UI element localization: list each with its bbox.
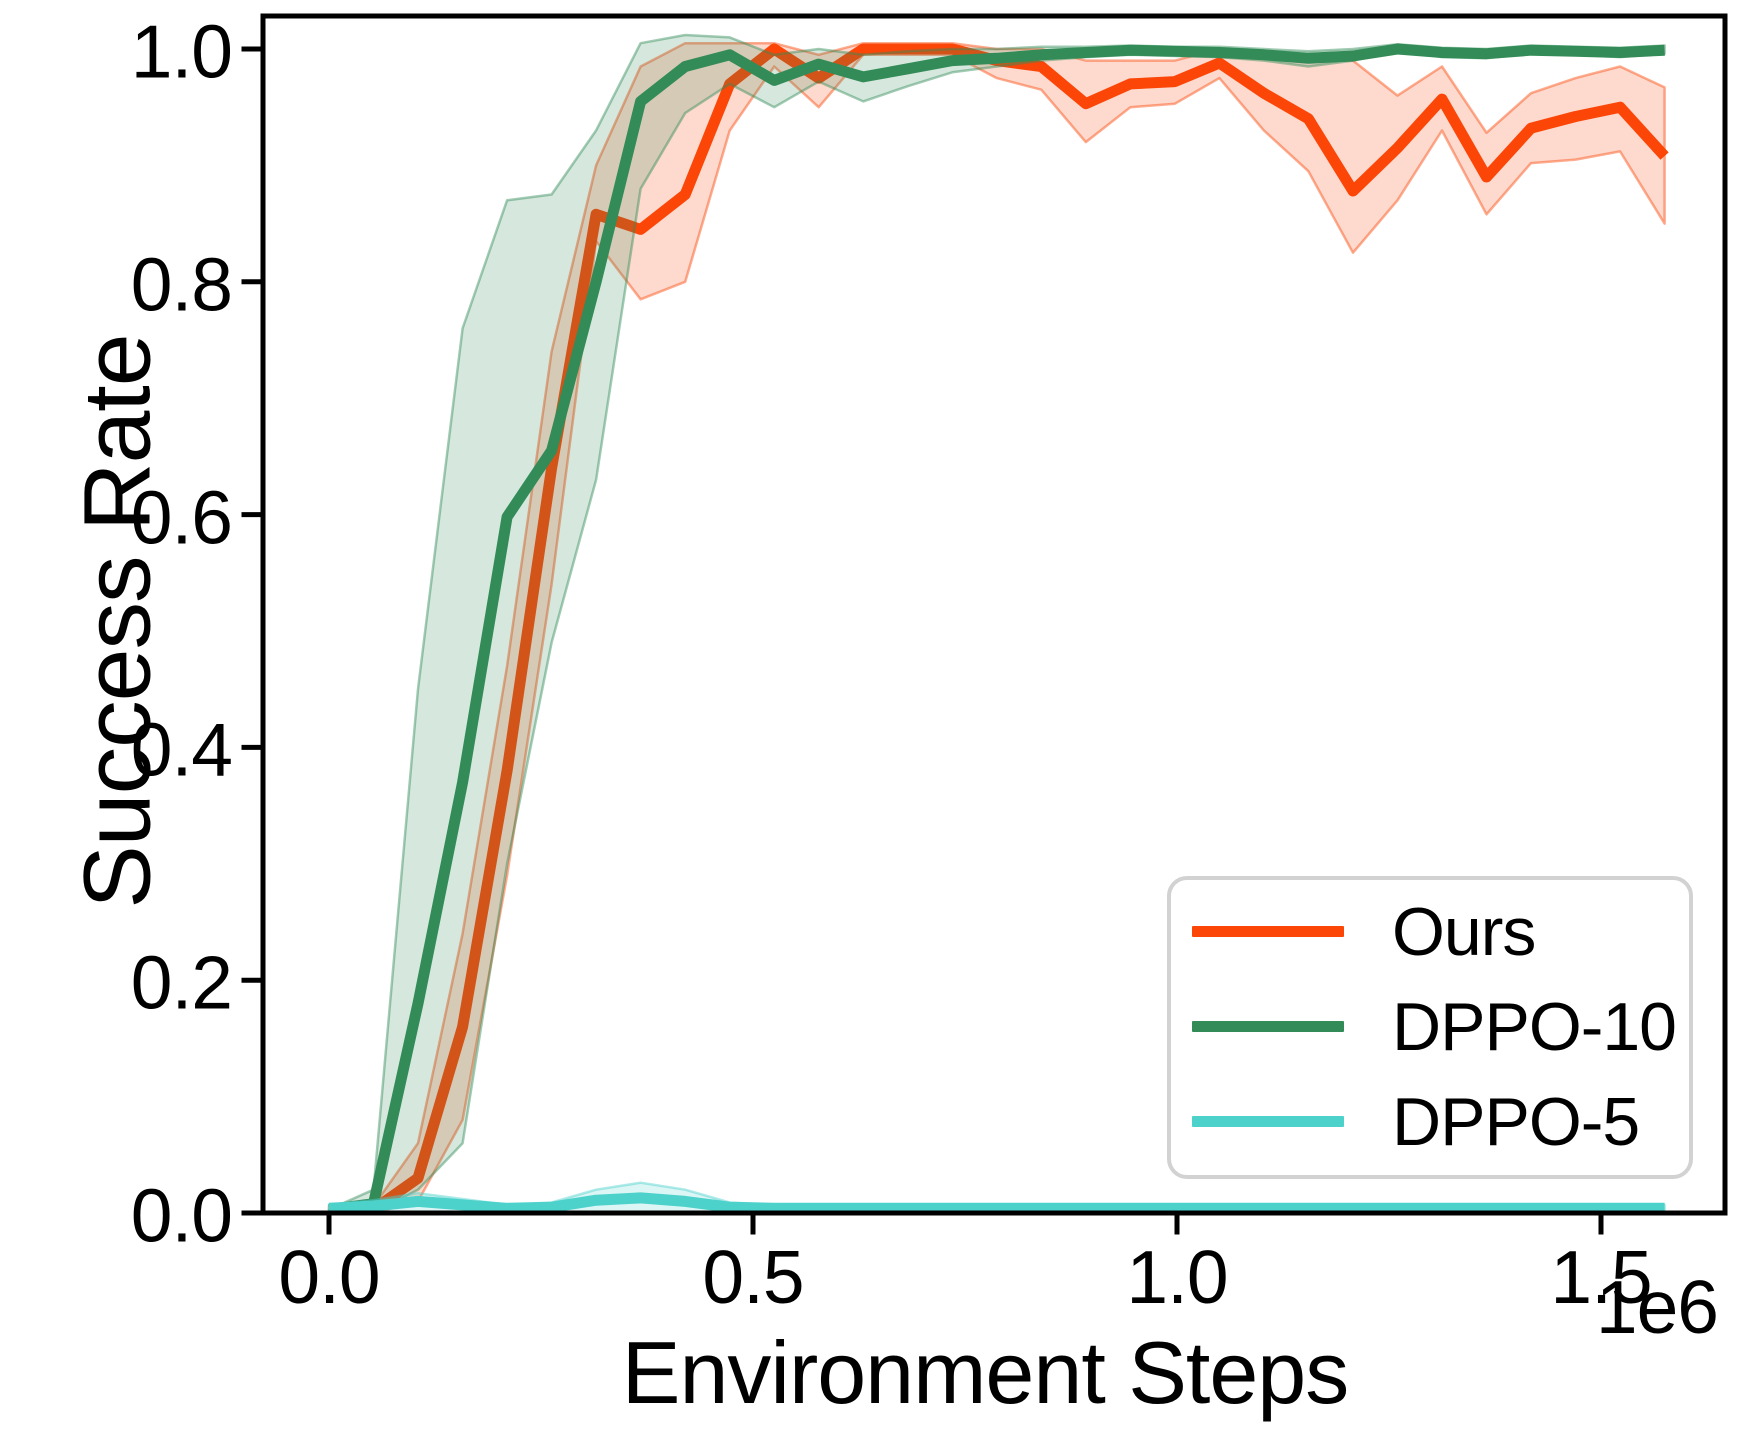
legend-item-dppo-10: DPPO-10 (1171, 979, 1689, 1074)
series-band-dppo-10 (327, 33, 1666, 1215)
ours-line-swatch (1192, 926, 1344, 937)
plot-spines (260, 13, 1728, 1216)
series-band-ours (327, 41, 1666, 1215)
legend: Ours DPPO-10 DPPO-5 (1167, 876, 1693, 1179)
series-line-dppo-5 (328, 1192, 1665, 1214)
y-tick-label: 0.8 (130, 242, 233, 327)
x-tick-label: 0.5 (702, 1235, 804, 1319)
dppo-5-line-swatch (1192, 1116, 1344, 1127)
y-tick-label: 0.6 (130, 475, 233, 560)
y-tick-label: 1.0 (130, 9, 233, 94)
x-axis-label: Environment Steps (621, 1323, 1350, 1422)
y-tick-label: 0.2 (130, 940, 233, 1025)
legend-item-ours: Ours (1171, 884, 1689, 979)
y-tick-label: 0.0 (130, 1173, 233, 1258)
legend-label-dppo-10: DPPO-10 (1392, 988, 1677, 1065)
y-axis-label: Success Rate (64, 334, 171, 909)
series-line-dppo-10 (328, 43, 1665, 1215)
x-tick-label: 1.0 (1126, 1235, 1228, 1319)
x-tick-label: 1.5 (1550, 1235, 1652, 1319)
legend-label-dppo-5: DPPO-5 (1392, 1083, 1640, 1160)
x-tick-label: 0.0 (278, 1235, 380, 1319)
legend-item-dppo-5: DPPO-5 (1171, 1074, 1689, 1169)
legend-label-ours: Ours (1392, 893, 1536, 970)
y-tick-label: 0.4 (130, 707, 233, 792)
dppo-10-line-swatch (1192, 1021, 1344, 1032)
x-axis-offset-label: 1e6 (1595, 1265, 1719, 1349)
